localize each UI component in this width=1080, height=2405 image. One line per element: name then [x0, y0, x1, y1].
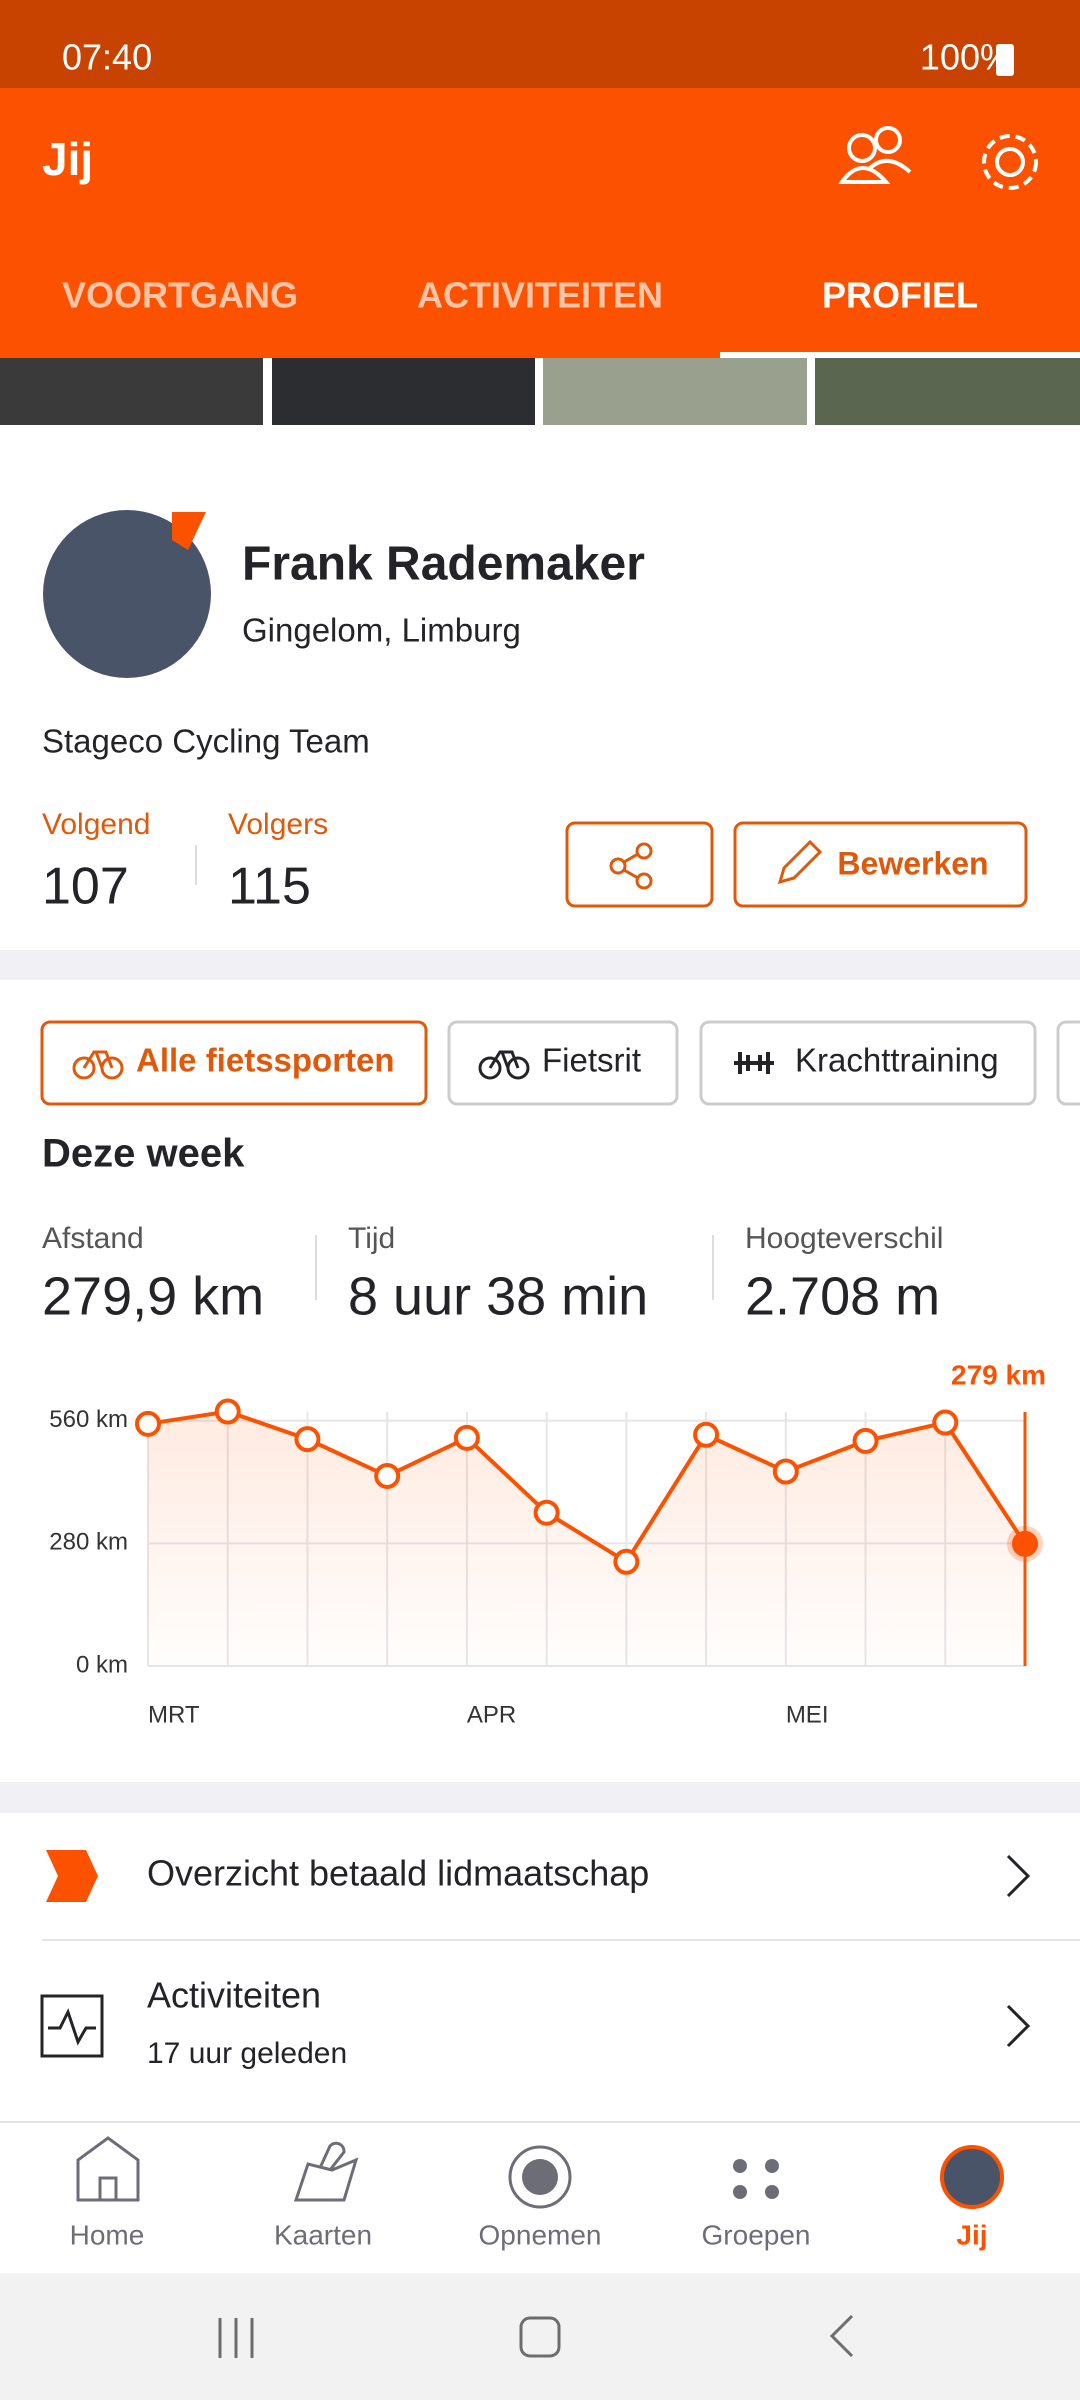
weekly-chart: 0 km 280 km 560 km MRT APR MEI 279 km — [49, 1359, 1046, 1728]
subscriber-badge — [172, 512, 206, 550]
point — [453, 1424, 480, 1451]
filter-chip[interactable] — [1056, 1020, 1080, 1106]
filter-chip[interactable] — [699, 1020, 1037, 1106]
tab[interactable]: VOORTGANG — [62, 275, 298, 316]
friends-icon[interactable] — [838, 126, 912, 184]
following-label[interactable]: Volgend — [42, 808, 150, 841]
stat-label: Tijd — [348, 1222, 395, 1255]
point — [135, 1410, 161, 1437]
nav-label[interactable]: Home — [70, 2219, 145, 2250]
activities-icon-line — [48, 2008, 96, 2046]
app-bar — [0, 88, 1080, 358]
tab[interactable]: ACTIVITEITEN — [417, 275, 663, 316]
weights-icon — [734, 1052, 774, 1074]
athlete-team: Stageco Cycling Team — [42, 723, 370, 760]
record-icon-dot — [522, 2159, 558, 2195]
stat-label: Afstand — [42, 1222, 144, 1255]
nav-label[interactable]: Kaarten — [274, 2219, 372, 2250]
filter-label[interactable]: Fietsrit — [542, 1042, 641, 1079]
x-tick-label: APR — [467, 1701, 516, 1728]
section-separator — [0, 1782, 1080, 1813]
x-tick-label: MEI — [786, 1701, 829, 1728]
photo[interactable] — [815, 358, 1080, 425]
point — [693, 1421, 720, 1448]
y-tick-label: 0 km — [76, 1651, 128, 1678]
x-tick-label: MRT — [148, 1701, 200, 1728]
share-icon — [609, 842, 653, 890]
followers-label[interactable]: Volgers — [228, 808, 328, 841]
week-title: Deze week — [42, 1132, 245, 1176]
menu-sublabel: 17 uur geleden — [147, 2037, 347, 2070]
stat-label: Hoogteverschil — [745, 1222, 943, 1255]
edit-icon — [777, 839, 823, 885]
system-nav — [0, 2273, 1080, 2400]
activities-icon — [40, 1994, 104, 2058]
groups-icon — [733, 2159, 779, 2199]
point — [533, 1499, 560, 1526]
recents-button[interactable] — [218, 2318, 254, 2358]
athlete-name: Frank Rademaker — [242, 538, 645, 591]
point — [613, 1548, 640, 1575]
point — [772, 1458, 799, 1485]
bike-icon — [72, 1050, 124, 1080]
photo[interactable] — [543, 358, 807, 425]
athlete-location: Gingelom, Limburg — [242, 612, 521, 649]
nav-label[interactable]: Groepen — [702, 2219, 811, 2250]
point — [294, 1426, 321, 1453]
filter-label[interactable]: Krachttraining — [795, 1042, 999, 1079]
status-bar — [0, 0, 1080, 88]
filter-chip-active[interactable] — [40, 1020, 428, 1106]
point — [932, 1409, 959, 1436]
filter-chip[interactable] — [447, 1020, 679, 1106]
back-button[interactable] — [829, 2314, 854, 2358]
y-tick-label: 280 km — [49, 1529, 128, 1556]
followers-count[interactable]: 115 — [228, 858, 311, 916]
share-button[interactable] — [565, 821, 714, 908]
nav-label-active[interactable]: Jij — [956, 2219, 987, 2250]
filter-label[interactable]: Alle fietssporten — [136, 1042, 395, 1079]
maps-icon — [293, 2141, 359, 2202]
edit-label[interactable]: Bewerken — [837, 845, 988, 881]
point — [214, 1398, 241, 1425]
line — [147, 1409, 1027, 1565]
point — [374, 1462, 401, 1489]
subscription-icon — [46, 1850, 98, 1902]
clock: 07:40 — [62, 37, 152, 78]
bike-icon — [478, 1050, 530, 1080]
page-title: Jij — [42, 133, 93, 185]
battery-icon — [996, 44, 1014, 76]
edit-button[interactable] — [733, 821, 1028, 908]
following-count[interactable]: 107 — [42, 858, 129, 916]
nav-label[interactable]: Opnemen — [479, 2219, 602, 2250]
home-button[interactable] — [519, 2316, 561, 2358]
stat-value: 2.708 m — [745, 1266, 940, 1326]
point — [852, 1427, 879, 1454]
photo[interactable] — [0, 358, 263, 425]
chevron — [1006, 2004, 1031, 2048]
value-label: 279 km — [951, 1359, 1046, 1390]
nav-avatar — [940, 2145, 1004, 2209]
settings-icon[interactable] — [982, 134, 1038, 190]
tab-indicator — [720, 352, 1080, 358]
point — [1012, 1530, 1038, 1557]
section-separator — [0, 950, 1080, 980]
chevron — [1006, 1854, 1031, 1898]
stat-value: 279,9 km — [42, 1266, 264, 1326]
avatar[interactable] — [43, 510, 211, 678]
home-icon — [76, 2136, 140, 2202]
tab-active[interactable]: PROFIEL — [822, 275, 978, 316]
record-icon — [508, 2145, 572, 2209]
menu-item[interactable]: Activiteiten — [147, 1975, 321, 2016]
y-tick-label: 560 km — [49, 1406, 128, 1433]
stat-value: 8 uur 38 min — [348, 1266, 648, 1326]
photo[interactable] — [272, 358, 535, 425]
menu-item[interactable]: Overzicht betaald lidmaatschap — [147, 1853, 649, 1894]
